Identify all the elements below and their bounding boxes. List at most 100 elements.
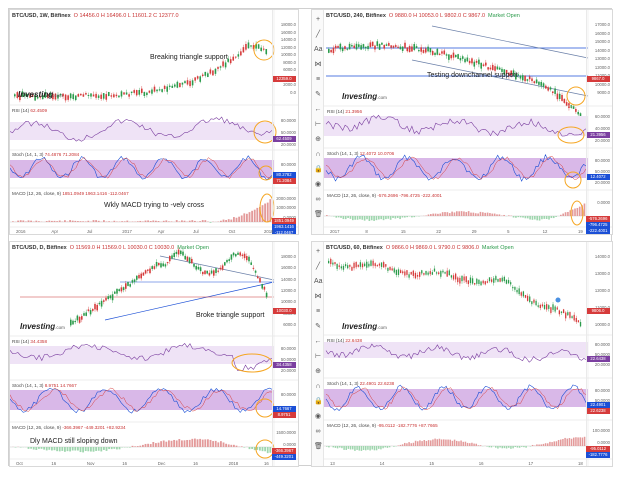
candle: [429, 271, 431, 275]
macd-bar: [421, 441, 423, 446]
trash-icon[interactable]: 🗑: [314, 443, 323, 450]
candle: [125, 92, 128, 95]
candle: [485, 62, 487, 66]
lock-icon[interactable]: 🔒: [314, 398, 323, 405]
candle: [501, 68, 503, 72]
macd-bar: [524, 216, 527, 219]
eye-icon[interactable]: ◉: [314, 181, 322, 188]
text-icon[interactable]: Aa: [314, 46, 323, 53]
candle: [421, 270, 423, 274]
text-icon[interactable]: Aa: [314, 278, 323, 285]
price-axis[interactable]: 0.0000-500.0000-576.2696-796.4725-222.40…: [586, 10, 612, 234]
macd-bar: [235, 217, 238, 222]
lock-icon[interactable]: 🔒: [314, 166, 323, 173]
macd-bar: [486, 446, 488, 447]
candle: [510, 70, 513, 76]
axis-tick-label: 10000.0: [280, 52, 296, 58]
price-axis[interactable]: 1500.00000.0000-1500.0000-366.3967-449.3…: [272, 242, 298, 466]
candle: [494, 66, 496, 71]
price-axis[interactable]: 2000.00001000.00000.0000-1000.00001851.0…: [272, 10, 298, 234]
time-tick-label: 15: [400, 229, 406, 234]
candle: [184, 81, 186, 84]
macd-bar: [240, 215, 243, 222]
candle: [484, 281, 486, 285]
fib-icon[interactable]: ≡: [315, 76, 321, 83]
macd-bar: [456, 211, 458, 216]
candle: [468, 60, 471, 64]
zoom-icon[interactable]: ⊕: [315, 368, 321, 375]
1h-chart-canvas[interactable]: [312, 242, 613, 467]
candle: [138, 90, 141, 95]
candle: [189, 80, 191, 87]
candle: [252, 267, 255, 269]
macd-bar: [217, 442, 220, 447]
candle: [330, 50, 332, 53]
trend-line-icon[interactable]: ╱: [315, 31, 321, 38]
daily-chart-canvas[interactable]: [10, 242, 299, 467]
macd-bar: [486, 212, 489, 216]
candle: [143, 91, 146, 96]
candle: [370, 260, 372, 266]
stoch-label: Stoch (14, 1, 3) 8.9751 14.7667: [12, 383, 77, 388]
candle: [115, 94, 118, 97]
event-marker[interactable]: [555, 297, 561, 303]
brush-icon[interactable]: ✎: [315, 323, 321, 330]
magnet-icon[interactable]: ∩: [315, 383, 321, 390]
axis-tick-label: 20.0000: [280, 142, 296, 147]
chart-1h[interactable]: + ╱ Aa ⋈ ≡ ✎ ← ⊢ ⊕ ∩ 🔒 ◉ ∞ 🗑 BTC/USD, 60, Bitfinex O …: [311, 241, 613, 467]
macd-bar: [464, 441, 467, 446]
candle: [98, 302, 101, 305]
arrow-left-icon[interactable]: ←: [314, 106, 322, 113]
macd-bar: [339, 446, 341, 448]
pattern-icon[interactable]: ⋈: [314, 61, 322, 68]
time-tick-label: 17: [528, 461, 534, 466]
candle: [366, 261, 368, 268]
pattern-icon[interactable]: ⋈: [314, 293, 322, 300]
candle: [181, 82, 184, 85]
macd-bar: [512, 216, 515, 218]
axis-tick-label: 13000.0: [594, 271, 610, 276]
candle: [543, 304, 546, 309]
macd-bar: [126, 220, 129, 222]
chart-weekly[interactable]: BTC/USD, 1W, Bitfinex O 14456.0 H 16496.…: [9, 9, 299, 235]
fib-icon[interactable]: ≡: [315, 308, 321, 315]
link-icon[interactable]: ∞: [315, 428, 321, 435]
axis-tick-label: 40.0000: [594, 126, 610, 131]
trend-line-icon[interactable]: ╱: [315, 263, 321, 270]
brush-icon[interactable]: ✎: [315, 91, 321, 98]
4h-chart-canvas[interactable]: [312, 10, 613, 235]
macd-bar: [204, 220, 207, 222]
candle: [89, 310, 92, 315]
candle: [186, 256, 189, 262]
chart-4h[interactable]: + ╱ Aa ⋈ ≡ ✎ ← ⊢ ⊕ ∩ 🔒 ◉ ∞ 🗑 BTC/USD, 240, Bitfinex O…: [311, 9, 613, 235]
eye-icon[interactable]: ◉: [314, 413, 322, 420]
candle: [464, 58, 466, 63]
candle: [247, 42, 250, 49]
crosshair-icon[interactable]: +: [315, 248, 321, 255]
chart-daily[interactable]: BTC/USD, D, Bitfinex O 11569.0 H 11569.0…: [9, 241, 299, 467]
trash-icon[interactable]: 🗑: [314, 211, 323, 218]
ruler-icon[interactable]: ⊢: [314, 121, 322, 128]
arrow-left-icon[interactable]: ←: [314, 338, 322, 345]
candle: [399, 46, 402, 50]
candle: [380, 262, 383, 267]
macd-bar: [173, 439, 176, 447]
macd-bar: [131, 445, 134, 447]
crosshair-icon[interactable]: +: [315, 16, 321, 23]
macd-bar: [220, 220, 222, 222]
ruler-icon[interactable]: ⊢: [314, 353, 322, 360]
link-icon[interactable]: ∞: [315, 196, 321, 203]
zoom-icon[interactable]: ⊕: [315, 136, 321, 143]
stoch-label: Stoch (14, 1, 3) 22.4901 22.6238: [327, 381, 395, 386]
macd-bar: [581, 205, 583, 216]
candle: [243, 253, 246, 259]
weekly-chart-canvas[interactable]: [10, 10, 299, 235]
macd-label: MACD (12, 26, close, 9) -95.0112 -182.77…: [327, 423, 438, 428]
axis-tick-label: 2000.0: [283, 82, 296, 88]
candle: [480, 281, 482, 286]
candle: [328, 48, 330, 53]
macd-bar: [344, 216, 347, 220]
magnet-icon[interactable]: ∩: [315, 151, 321, 158]
candle: [199, 267, 202, 272]
